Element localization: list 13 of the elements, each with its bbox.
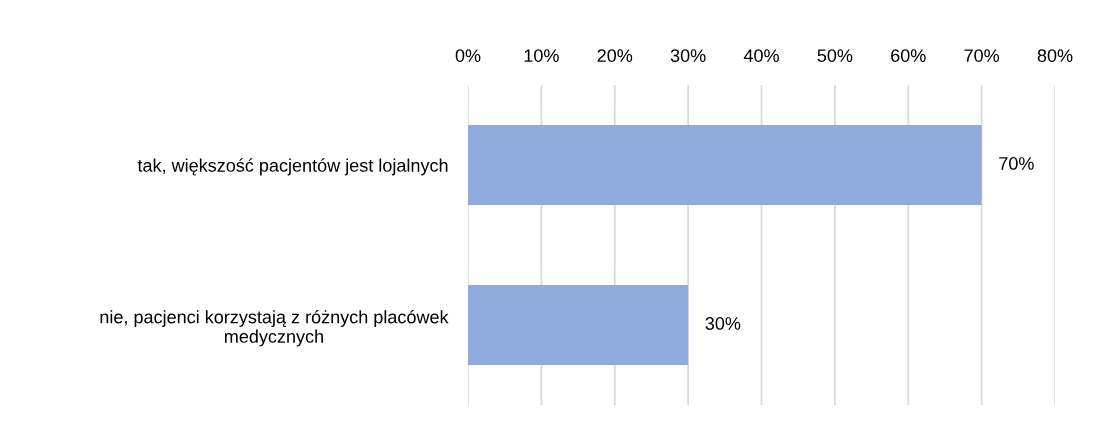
x-tick-label: 80% xyxy=(1037,49,1073,62)
x-tick-label: 0% xyxy=(455,49,481,62)
data-label: 70% xyxy=(999,157,1034,170)
x-tick-label: 40% xyxy=(743,49,779,62)
x-tick-label: 30% xyxy=(670,49,706,62)
x-tick-label: 20% xyxy=(597,49,633,62)
x-tick-label: 50% xyxy=(817,49,853,62)
y-tick-label: tak, większość pacjentów jest lojalnych xyxy=(137,158,448,176)
x-tick-label: 10% xyxy=(524,49,559,62)
x-tick-label: 60% xyxy=(891,49,926,62)
x-tick-label: 70% xyxy=(964,49,1000,62)
y-tick-label: nie, pacjenci korzystają z różnych placówek medycznych xyxy=(100,309,449,347)
data-label: 30% xyxy=(705,317,741,330)
